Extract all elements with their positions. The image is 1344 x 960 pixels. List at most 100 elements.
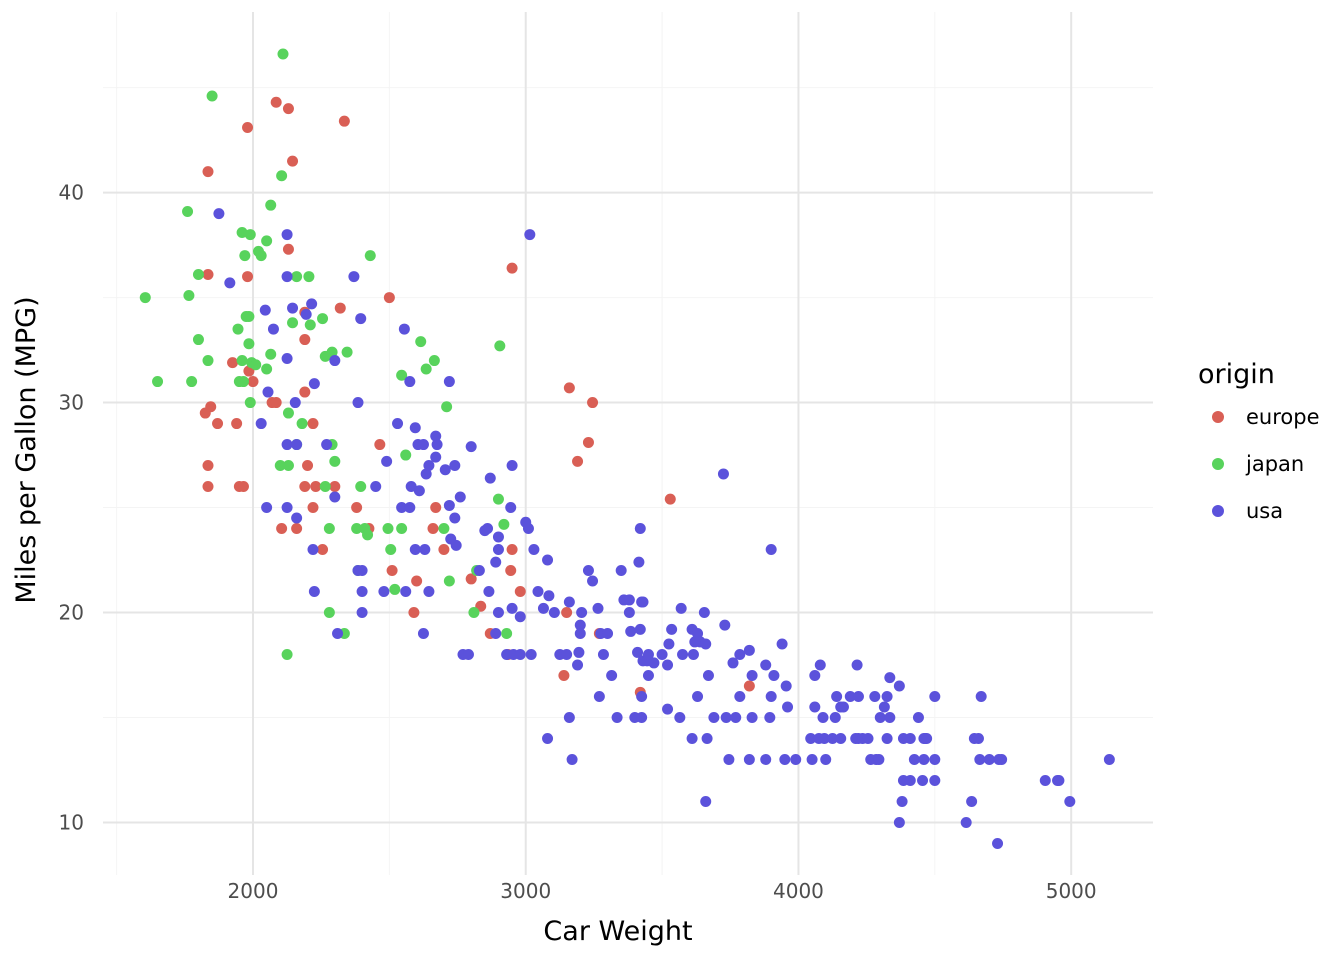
usa-point — [636, 712, 648, 724]
europe-point — [282, 103, 294, 115]
usa-point — [405, 481, 417, 493]
usa-point — [746, 712, 758, 724]
y-axis-title: Miles per Gallon (MPG) — [11, 296, 42, 603]
usa-point — [291, 512, 303, 524]
europe-point — [307, 418, 319, 430]
usa-point — [1103, 754, 1115, 766]
usa-point — [454, 491, 466, 503]
japan-point — [415, 336, 427, 348]
usa-point — [689, 636, 701, 648]
usa-point — [445, 533, 457, 545]
usa-point — [975, 691, 987, 703]
usa-point — [634, 523, 646, 535]
usa-point — [662, 659, 674, 671]
usa-point — [904, 775, 916, 787]
usa-point — [473, 565, 485, 577]
europe-point — [310, 481, 322, 493]
x-axis-tick-labels: 2000 3000 4000 5000 — [228, 879, 1097, 903]
japan-point — [382, 523, 394, 535]
usa-point — [734, 691, 746, 703]
usa-point — [929, 754, 941, 766]
japan-point — [274, 460, 286, 472]
europe-point — [563, 382, 575, 394]
usa-point — [462, 649, 474, 661]
europe-point — [276, 523, 288, 535]
legend-label: usa — [1246, 499, 1283, 523]
japan-point — [317, 313, 329, 325]
japan-point — [192, 268, 204, 280]
usa-point — [561, 649, 573, 661]
usa-point — [677, 649, 689, 661]
usa-point — [768, 670, 780, 682]
usa-point — [675, 602, 687, 614]
europe-point — [383, 292, 395, 304]
japan-point — [443, 575, 455, 587]
japan-point — [362, 529, 374, 541]
usa-point — [765, 691, 777, 703]
europe-point — [587, 397, 599, 409]
japan-point — [468, 607, 480, 619]
x-tick-label: 3000 — [500, 879, 551, 903]
japan-point — [183, 289, 195, 301]
usa-point — [874, 712, 886, 724]
usa-point — [532, 586, 544, 598]
japan-point — [192, 334, 204, 346]
japan-point — [323, 523, 335, 535]
japan-point — [400, 449, 412, 461]
japan-point — [438, 523, 450, 535]
usa-point — [884, 672, 896, 684]
japan-point — [276, 170, 288, 182]
japan-point — [420, 363, 432, 375]
usa-point — [820, 754, 832, 766]
japan-point — [282, 460, 294, 472]
x-axis-title: Car Weight — [543, 916, 692, 947]
usa-point — [308, 586, 320, 598]
usa-point — [960, 817, 972, 829]
usa-point — [281, 439, 293, 451]
legend-swatch — [1212, 505, 1224, 517]
legend-item-japan: japan — [1212, 452, 1304, 476]
usa-point — [563, 712, 575, 724]
legend-swatch — [1212, 458, 1224, 470]
europe-point — [386, 565, 398, 577]
usa-point — [720, 712, 732, 724]
usa-point — [700, 638, 712, 650]
usa-point — [642, 649, 654, 661]
japan-point — [244, 397, 256, 409]
usa-point — [805, 733, 817, 745]
usa-point — [809, 670, 821, 682]
usa-point — [852, 691, 864, 703]
europe-point — [227, 357, 239, 369]
europe-point — [231, 418, 243, 430]
japan-point — [261, 363, 273, 375]
japan-point — [492, 493, 504, 505]
japan-point — [441, 401, 453, 413]
europe-point — [302, 460, 314, 472]
usa-point — [321, 439, 333, 451]
japan-point — [237, 376, 249, 388]
europe-point — [427, 523, 439, 535]
usa-point — [662, 703, 674, 715]
europe-point — [465, 573, 477, 585]
y-tick-label: 20 — [59, 601, 84, 625]
usa-point — [1039, 775, 1051, 787]
europe-point — [202, 481, 214, 493]
europe-point — [743, 680, 755, 692]
usa-point — [332, 628, 344, 640]
major-gridlines — [103, 12, 1153, 875]
legend-item-usa: usa — [1212, 499, 1283, 523]
usa-point — [449, 512, 461, 524]
usa-point — [918, 754, 930, 766]
usa-point — [642, 670, 654, 682]
europe-point — [242, 121, 254, 133]
europe-point — [247, 376, 259, 388]
europe-point — [334, 302, 346, 314]
usa-point — [409, 544, 421, 556]
japan-point — [236, 355, 248, 367]
usa-point — [524, 229, 536, 241]
legend-title: origin — [1198, 359, 1275, 390]
usa-point — [809, 701, 821, 713]
europe-point — [307, 502, 319, 514]
x-tick-label: 4000 — [773, 879, 824, 903]
usa-point — [623, 607, 635, 619]
